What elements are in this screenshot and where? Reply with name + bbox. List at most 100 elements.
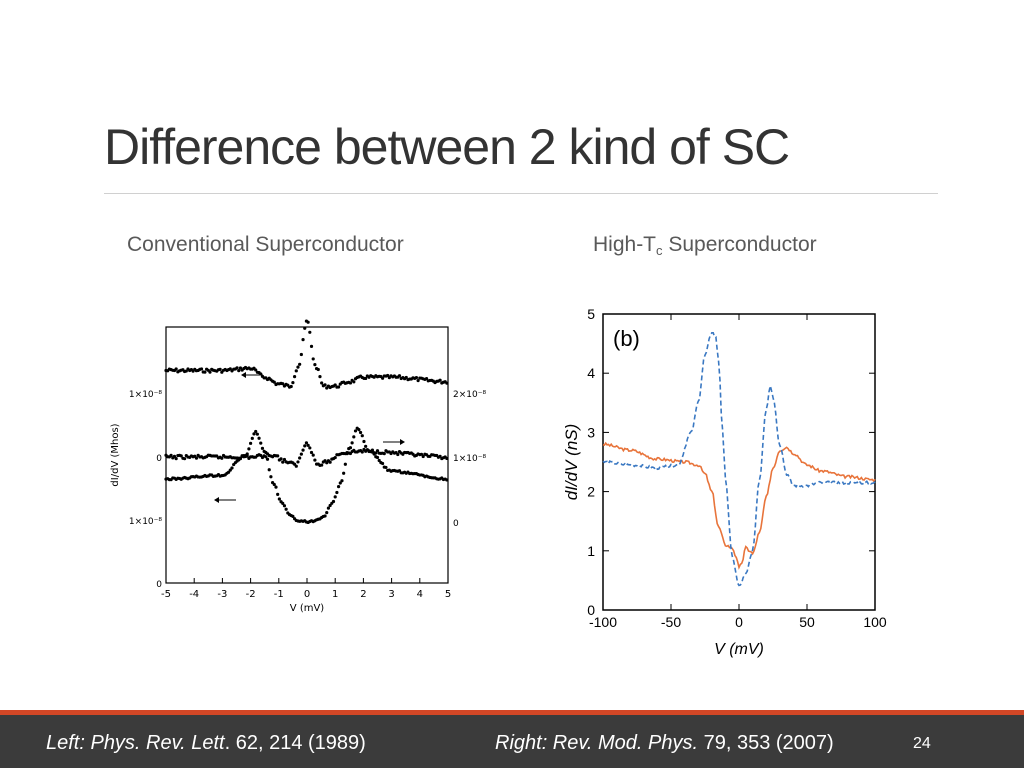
data-point bbox=[267, 468, 271, 472]
data-point bbox=[328, 503, 332, 508]
data-point bbox=[313, 363, 317, 367]
data-point bbox=[396, 452, 400, 457]
data-point bbox=[364, 376, 368, 381]
data-point bbox=[303, 326, 307, 330]
data-point bbox=[320, 381, 324, 385]
data-point bbox=[259, 441, 263, 445]
data-point bbox=[348, 381, 353, 385]
data-point bbox=[272, 482, 276, 487]
x-tick-label: 2 bbox=[360, 589, 366, 600]
data-point bbox=[281, 501, 285, 505]
right-label-prefix: High-T bbox=[593, 233, 657, 256]
data-point bbox=[269, 475, 273, 479]
data-point bbox=[203, 370, 207, 374]
data-point bbox=[397, 374, 402, 378]
right-label-suffix: Superconductor bbox=[662, 233, 817, 256]
right-label-subscript: c bbox=[656, 243, 663, 258]
data-point bbox=[323, 383, 327, 387]
data-point bbox=[340, 479, 344, 483]
data-point bbox=[250, 436, 254, 440]
data-point bbox=[328, 460, 332, 464]
data-point bbox=[308, 446, 312, 450]
data-point bbox=[421, 454, 425, 459]
left-tick-label: 0 bbox=[156, 580, 162, 590]
data-point bbox=[298, 362, 302, 366]
data-point bbox=[333, 455, 337, 460]
data-point bbox=[343, 462, 347, 466]
data-point bbox=[296, 460, 300, 464]
data-point bbox=[338, 481, 342, 485]
data-point bbox=[296, 365, 300, 369]
high-tc-sc-chart: -100 -50 0 50 100 0 1 2 3 4 5 V (mV) dI/dV (nS) (b) bbox=[562, 306, 887, 658]
x-tick-label: -2 bbox=[246, 589, 256, 600]
x-tick-label: 1 bbox=[332, 589, 338, 600]
slide-number: 24 bbox=[913, 735, 931, 752]
data-point bbox=[235, 366, 239, 370]
y-tick-label: 4 bbox=[587, 365, 595, 381]
y-tick-label: 1 bbox=[587, 543, 595, 559]
data-point bbox=[183, 457, 187, 461]
trace-1 bbox=[164, 441, 449, 468]
data-point bbox=[333, 383, 337, 387]
y-tick-label: 3 bbox=[587, 424, 595, 440]
data-point bbox=[336, 385, 341, 389]
data-point bbox=[249, 441, 253, 445]
data-point bbox=[294, 464, 298, 468]
right-tick-label: 0 bbox=[453, 519, 459, 529]
data-point bbox=[377, 458, 381, 463]
data-point bbox=[174, 456, 178, 461]
x-tick-label: 5 bbox=[445, 589, 451, 600]
data-point bbox=[245, 452, 249, 456]
data-point bbox=[294, 369, 298, 373]
data-point bbox=[309, 450, 314, 455]
data-point bbox=[289, 384, 293, 389]
data-point bbox=[364, 444, 368, 448]
left-tick-label: 1×10⁻⁸ bbox=[129, 390, 162, 400]
data-point bbox=[174, 367, 178, 371]
right-tick-label: 1×10⁻⁸ bbox=[453, 454, 486, 464]
data-point bbox=[306, 443, 310, 447]
y-tick-label: 0 bbox=[587, 602, 595, 618]
data-point bbox=[272, 380, 276, 384]
data-point bbox=[304, 441, 309, 445]
dashed-series-line bbox=[602, 332, 876, 587]
conventional-sc-chart: -5 -4 -3 -2 -1 0 1 2 3 4 5 V (mV) dI/dV (Mhos) 1×10⁻⁸… bbox=[110, 319, 486, 614]
data-point bbox=[260, 446, 265, 450]
x-tick-label: 0 bbox=[735, 614, 743, 630]
data-point bbox=[218, 367, 222, 371]
data-point bbox=[316, 367, 320, 372]
data-point bbox=[445, 456, 449, 461]
trace-0 bbox=[164, 319, 449, 390]
data-point bbox=[299, 352, 303, 357]
data-point bbox=[301, 337, 305, 342]
data-point bbox=[264, 450, 268, 455]
data-point bbox=[254, 429, 258, 434]
footer-accent-stripe bbox=[0, 710, 1024, 715]
data-point bbox=[424, 377, 429, 381]
slide-title: Difference between 2 kind of SC bbox=[104, 119, 790, 175]
data-point bbox=[291, 381, 295, 385]
solid-series-line bbox=[602, 441, 876, 570]
data-point bbox=[375, 449, 380, 453]
data-point bbox=[298, 456, 302, 460]
data-point bbox=[274, 485, 278, 489]
data-point bbox=[291, 514, 295, 518]
arrow-bottom-head bbox=[214, 497, 219, 503]
data-point bbox=[445, 478, 449, 482]
data-point bbox=[276, 454, 280, 458]
arrow-top-head bbox=[241, 372, 246, 378]
data-point bbox=[323, 514, 327, 518]
data-point bbox=[303, 444, 307, 448]
data-point bbox=[194, 456, 199, 460]
x-tick-label: -3 bbox=[217, 589, 227, 600]
data-point bbox=[414, 376, 419, 380]
data-point bbox=[318, 375, 322, 379]
data-point bbox=[380, 376, 385, 380]
data-point bbox=[438, 454, 442, 458]
y-axis-label: dI/dV (Mhos) bbox=[110, 423, 121, 486]
x-tick-label: -100 bbox=[589, 614, 617, 630]
data-point bbox=[325, 511, 329, 515]
data-point bbox=[284, 507, 288, 511]
data-point bbox=[336, 485, 341, 489]
data-point bbox=[247, 447, 251, 451]
